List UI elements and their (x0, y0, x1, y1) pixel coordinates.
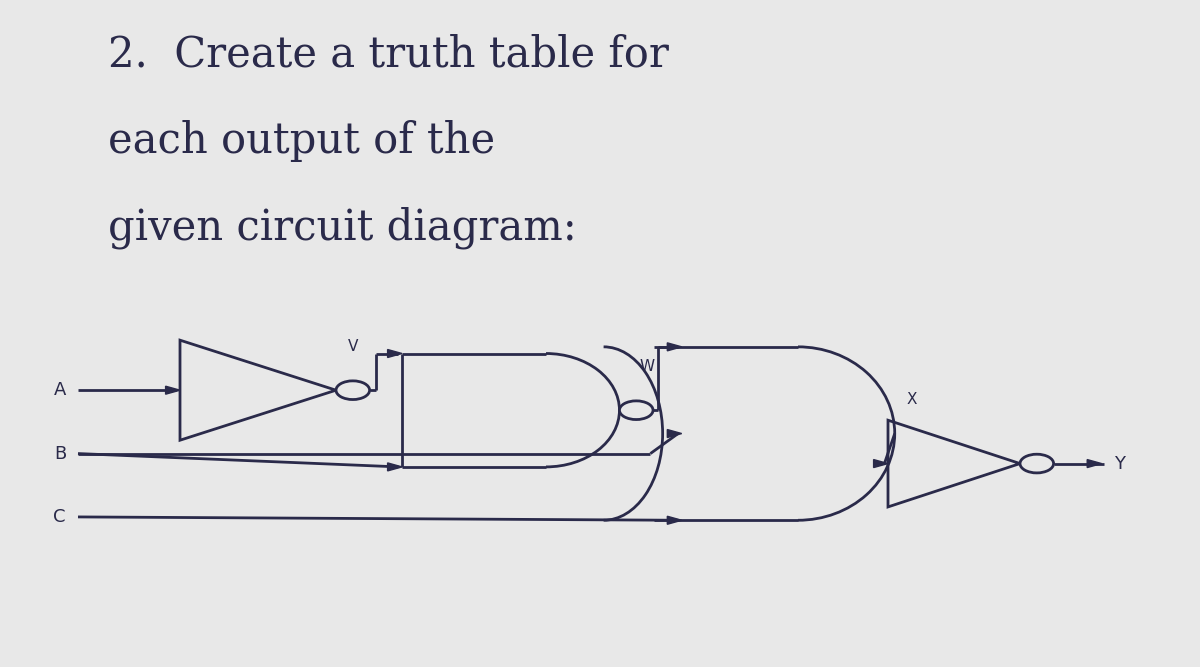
Text: B: B (54, 445, 66, 462)
Text: W: W (640, 359, 655, 374)
Text: A: A (54, 382, 66, 399)
Polygon shape (874, 460, 888, 468)
Text: C: C (54, 508, 66, 526)
Text: 2.  Create a truth table for: 2. Create a truth table for (108, 33, 668, 75)
Polygon shape (388, 463, 402, 471)
Text: each output of the: each output of the (108, 120, 496, 162)
Polygon shape (667, 430, 682, 438)
Text: Y: Y (1114, 455, 1124, 472)
Polygon shape (388, 350, 402, 358)
Polygon shape (166, 386, 180, 394)
Polygon shape (667, 343, 682, 351)
Polygon shape (1087, 460, 1102, 468)
Text: V: V (348, 339, 358, 354)
Circle shape (1020, 454, 1054, 473)
Polygon shape (667, 516, 682, 524)
Circle shape (619, 401, 653, 420)
Text: given circuit diagram:: given circuit diagram: (108, 207, 577, 249)
Text: X: X (907, 392, 917, 407)
Circle shape (336, 381, 370, 400)
